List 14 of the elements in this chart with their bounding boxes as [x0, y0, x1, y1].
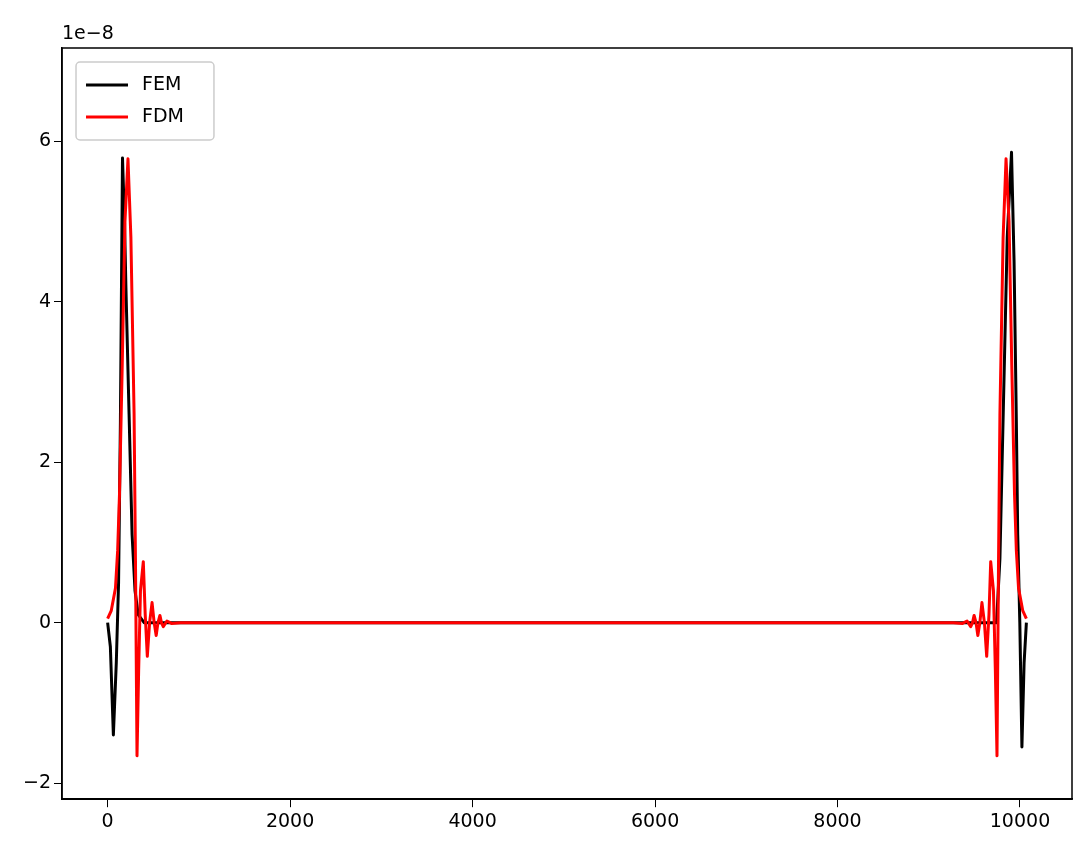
- y-tick-label: 0: [38, 609, 52, 632]
- y-tick-label: 2: [38, 449, 52, 472]
- x-tick-label: 0: [101, 808, 114, 831]
- x-tick-label: 2000: [265, 808, 315, 831]
- legend-label: FDM: [142, 103, 184, 126]
- x-tick-label: 8000: [813, 808, 862, 831]
- y-tick-label: −2: [22, 770, 52, 793]
- x-tick-label: 6000: [630, 808, 680, 831]
- y-tick-label: 6: [38, 128, 52, 151]
- x-tick-label: 10000: [989, 808, 1051, 831]
- x-tick-label: 4000: [448, 808, 497, 831]
- legend-label: FEM: [142, 71, 182, 94]
- text: 1e−8: [62, 21, 114, 44]
- y-tick-label: 4: [38, 288, 52, 311]
